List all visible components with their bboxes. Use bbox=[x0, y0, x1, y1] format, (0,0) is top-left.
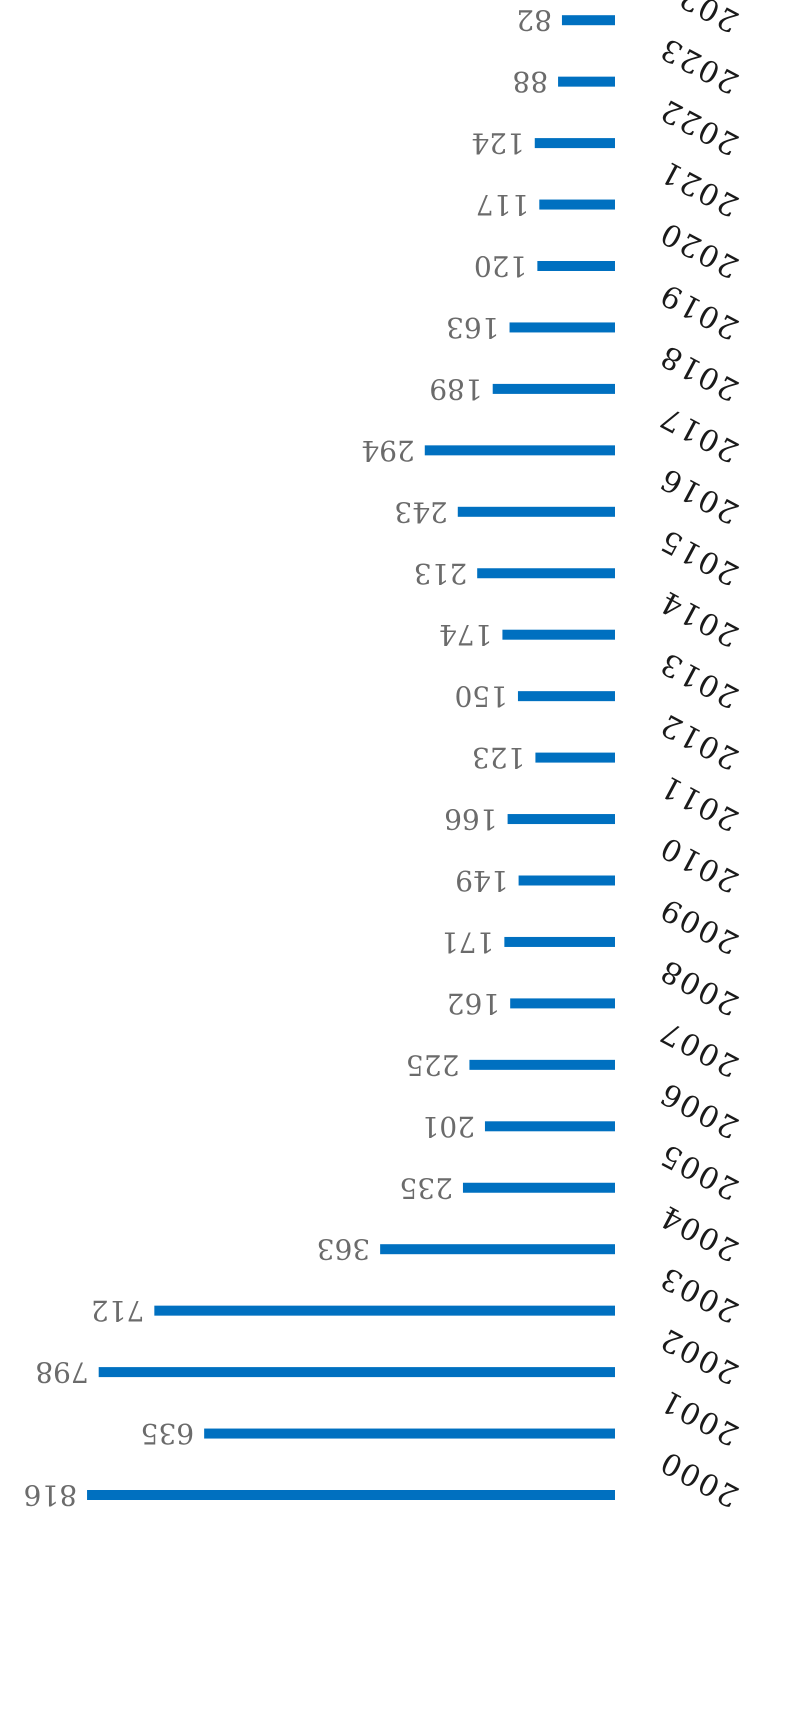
year-label: 2006 bbox=[654, 1074, 745, 1145]
value-label: 88 bbox=[512, 65, 548, 98]
value-label: 816 bbox=[24, 1479, 77, 1512]
year-label: 2002 bbox=[654, 1320, 745, 1391]
value-label: 294 bbox=[361, 434, 414, 467]
bar bbox=[462, 1182, 615, 1193]
value-label: 189 bbox=[429, 372, 482, 405]
bar bbox=[558, 76, 615, 87]
year-label: 2010 bbox=[654, 829, 745, 900]
bar bbox=[507, 814, 615, 825]
value-label: 123 bbox=[472, 741, 525, 774]
value-label: 117 bbox=[476, 188, 529, 221]
bar bbox=[424, 445, 615, 456]
bar bbox=[535, 752, 615, 763]
value-label: 363 bbox=[317, 1233, 370, 1266]
bar bbox=[154, 1305, 615, 1316]
year-label: 2004 bbox=[654, 1197, 745, 1268]
year-label: 2018 bbox=[654, 337, 745, 408]
year-label: 2022 bbox=[654, 91, 745, 162]
year-label: 2013 bbox=[654, 644, 745, 715]
year-label: 2005 bbox=[654, 1136, 745, 1207]
year-label: 2021 bbox=[654, 153, 745, 224]
year-label: 2023 bbox=[654, 30, 745, 101]
bar bbox=[504, 936, 615, 947]
value-label: 712 bbox=[91, 1294, 144, 1327]
bar bbox=[484, 1121, 615, 1132]
bar bbox=[534, 138, 615, 149]
bar bbox=[98, 1367, 615, 1378]
plot-area: 2000816200163520027982003712200436320052… bbox=[24, 0, 745, 1514]
year-label: 2017 bbox=[654, 398, 745, 469]
bar bbox=[469, 1059, 615, 1070]
value-label: 124 bbox=[471, 127, 524, 160]
bar bbox=[380, 1244, 615, 1255]
year-label: 2019 bbox=[654, 276, 745, 347]
year-label: 2020 bbox=[654, 214, 745, 285]
bar bbox=[561, 15, 615, 26]
value-label: 163 bbox=[446, 311, 499, 344]
bar bbox=[539, 199, 615, 210]
value-label: 174 bbox=[439, 618, 492, 651]
value-label: 243 bbox=[394, 495, 447, 528]
bar bbox=[517, 691, 615, 702]
bar bbox=[204, 1428, 615, 1439]
year-label: 2011 bbox=[654, 767, 745, 838]
bar bbox=[477, 568, 615, 579]
bar bbox=[502, 629, 615, 640]
value-label: 235 bbox=[400, 1171, 453, 1204]
value-label: 82 bbox=[516, 4, 552, 37]
value-label: 213 bbox=[414, 557, 467, 590]
value-label: 171 bbox=[441, 925, 494, 958]
year-label: 2014 bbox=[654, 583, 745, 654]
bar bbox=[510, 998, 615, 1009]
year-label: 2001 bbox=[654, 1382, 745, 1453]
value-label: 201 bbox=[421, 1110, 474, 1143]
value-label: 162 bbox=[447, 987, 500, 1020]
value-label: 225 bbox=[406, 1048, 459, 1081]
value-label: 798 bbox=[35, 1356, 88, 1389]
value-label: 166 bbox=[444, 803, 497, 836]
bar bbox=[87, 1490, 615, 1500]
value-label: 149 bbox=[455, 864, 508, 897]
value-label: 120 bbox=[474, 250, 527, 283]
value-label: 635 bbox=[141, 1417, 194, 1450]
bar bbox=[518, 875, 615, 886]
bar bbox=[509, 322, 615, 333]
year-label: 2008 bbox=[654, 951, 745, 1022]
year-label: 2016 bbox=[654, 460, 745, 531]
bar bbox=[457, 506, 615, 517]
year-label: 2015 bbox=[654, 521, 745, 592]
year-label: 2003 bbox=[654, 1259, 745, 1330]
year-label: 2024 bbox=[654, 0, 745, 39]
year-label: 2009 bbox=[654, 890, 745, 961]
bar bbox=[537, 261, 615, 271]
year-label: 2007 bbox=[654, 1013, 745, 1084]
year-label: 2000 bbox=[654, 1443, 745, 1514]
bar bbox=[492, 383, 615, 394]
year-label: 2012 bbox=[654, 706, 745, 777]
value-label: 150 bbox=[454, 680, 507, 713]
